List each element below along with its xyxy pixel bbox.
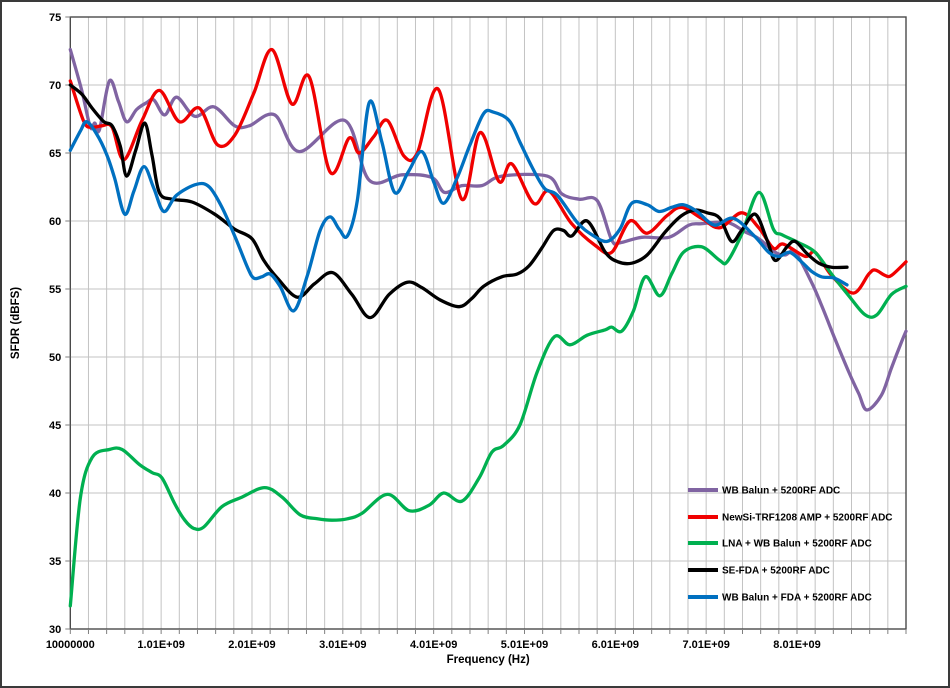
y-axis-tick-label: 75 bbox=[49, 12, 61, 24]
legend-item-wb-balun-fda: WB Balun + FDA + 5200RF ADC bbox=[688, 593, 872, 604]
x-axis-tick-label: 6.01E+09 bbox=[592, 639, 639, 651]
x-axis-tick-label: 4.01E+09 bbox=[410, 639, 457, 651]
y-axis-tick-label: 30 bbox=[49, 624, 61, 636]
y-axis-tick-label: 50 bbox=[49, 352, 61, 364]
legend-item-lna-wb-balun: LNA + WB Balun + 5200RF ADC bbox=[688, 539, 872, 550]
legend-label-wb-balun-fda: WB Balun + FDA + 5200RF ADC bbox=[722, 593, 872, 604]
legend-label-se-fda: SE-FDA + 5200RF ADC bbox=[722, 566, 830, 577]
x-axis-labels: 10000000 1.01E+09 2.01E+09 3.01E+09 4.01E+09… bbox=[46, 639, 821, 651]
y-axis-title: SFDR (dBFS) bbox=[10, 287, 22, 359]
y-axis-tick-label: 65 bbox=[49, 148, 61, 160]
y-axis-tick-label: 40 bbox=[49, 488, 61, 500]
y-axis-labels: 30 35 40 45 50 55 60 65 70 75 bbox=[49, 12, 61, 636]
y-axis-tick-label: 60 bbox=[49, 216, 61, 228]
y-axis-tick-label: 45 bbox=[49, 420, 61, 432]
legend-item-se-fda: SE-FDA + 5200RF ADC bbox=[688, 566, 830, 577]
x-axis-tick-label: 1.01E+09 bbox=[137, 639, 184, 651]
legend-label-wb-balun: WB Balun + 5200RF ADC bbox=[722, 486, 840, 497]
y-axis-tick-label: 55 bbox=[49, 284, 61, 296]
x-axis-tick-label: 2.01E+09 bbox=[228, 639, 275, 651]
legend-label-newsi-trf1208-amp: NewSi-TRF1208 AMP + 5200RF ADC bbox=[722, 513, 893, 524]
series-line-wb-balun-fda bbox=[68, 99, 849, 313]
series-line-se-fda bbox=[68, 83, 849, 320]
x-axis-tick-label: 10000000 bbox=[46, 639, 95, 651]
x-axis-tick-label: 7.01E+09 bbox=[682, 639, 729, 651]
x-axis-tick-label: 5.01E+09 bbox=[501, 639, 548, 651]
legend-label-lna-wb-balun: LNA + WB Balun + 5200RF ADC bbox=[722, 539, 872, 550]
x-axis-tick-label: 3.01E+09 bbox=[319, 639, 366, 651]
x-axis-title: Frequency (Hz) bbox=[447, 654, 530, 666]
axis-ticks bbox=[65, 16, 907, 634]
series-line-newsi-trf1208-amp bbox=[68, 47, 908, 295]
series-line-lna-wb-balun bbox=[68, 190, 908, 608]
legend: WB Balun + 5200RF ADC NewSi-TRF1208 AMP +… bbox=[688, 486, 893, 604]
x-axis-tick-label: 8.01E+09 bbox=[773, 639, 820, 651]
legend-item-wb-balun: WB Balun + 5200RF ADC bbox=[688, 486, 840, 497]
gridlines bbox=[70, 17, 906, 629]
legend-item-newsi-trf1208-amp: NewSi-TRF1208 AMP + 5200RF ADC bbox=[688, 513, 893, 524]
y-axis-tick-label: 35 bbox=[49, 556, 61, 568]
series-lines bbox=[68, 47, 908, 608]
y-axis-tick-label: 70 bbox=[49, 80, 61, 92]
series-line-wb-balun bbox=[68, 47, 908, 412]
